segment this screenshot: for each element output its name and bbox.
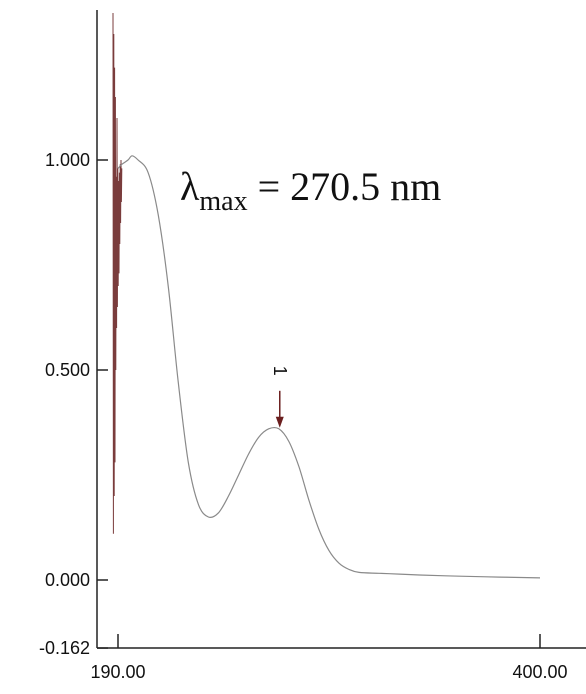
x-tick-group: 190.00 400.00: [90, 634, 568, 682]
lambda-subscript: max: [199, 186, 247, 217]
x-tick-label: 400.00: [512, 662, 567, 682]
peak-arrow-head: [275, 416, 284, 428]
y-tick-label: -0.162: [39, 638, 90, 658]
peak-label: 1: [270, 366, 290, 376]
y-tick-label: 1.000: [45, 150, 90, 170]
lambda-value: = 270.5 nm: [248, 164, 442, 209]
x-tick-label: 190.00: [90, 662, 145, 682]
lambda-symbol: λ: [180, 164, 200, 209]
y-tick-group: 1.000 0.500 0.000 -0.162: [39, 150, 108, 658]
y-tick-label: 0.000: [45, 570, 90, 590]
y-tick-label: 0.500: [45, 360, 90, 380]
absorbance-series-line: [117, 155, 541, 579]
peak-marker: 1: [270, 366, 290, 428]
plot-area: 1.000 0.500 0.000 -0.162 190.00 400.00 1 λma…: [39, 10, 586, 682]
lambda-max-annotation: λmax = 270.5 nm: [180, 164, 441, 217]
noise-trace: [112, 12, 123, 534]
